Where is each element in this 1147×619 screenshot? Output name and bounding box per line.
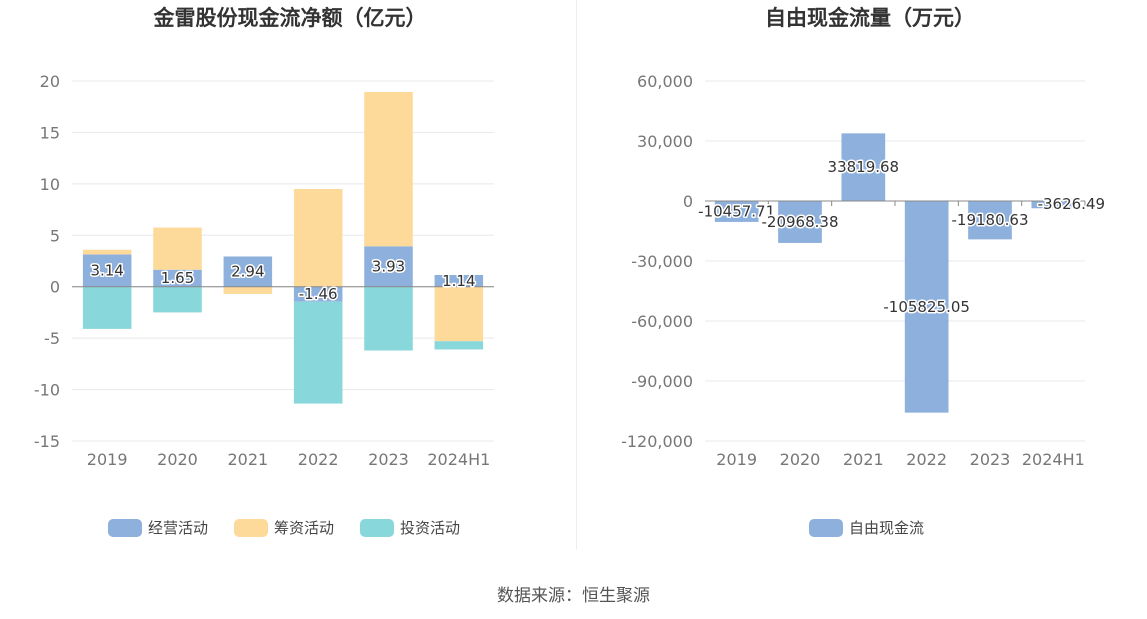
right-ytick-label-6: -120,000 xyxy=(621,432,693,451)
left-data-label-1-halo: 1.65 xyxy=(161,269,194,287)
right-ytick-label-2: 0 xyxy=(683,192,693,211)
right-xtick-label-1: 2020 xyxy=(780,450,821,469)
left-xtick-label-3: 2022 xyxy=(298,450,339,469)
left-xtick-label-1: 2020 xyxy=(157,450,198,469)
left-bar-0-2 xyxy=(223,256,273,287)
right-bar-3 xyxy=(904,201,949,413)
right-data-label-2: 33819.68 xyxy=(828,158,900,176)
right-legend-swatch-0 xyxy=(809,519,843,537)
right-bar-4 xyxy=(968,201,1012,240)
left-bar-0-0 xyxy=(82,254,132,287)
right-data-label-5-halo: -3626.49 xyxy=(1038,195,1105,213)
data-source-note: 数据来源：恒生聚源 xyxy=(497,586,650,606)
left-bar-1-5 xyxy=(434,286,484,342)
right-data-label-3: -105825.05 xyxy=(883,298,970,316)
left-bar-1-0 xyxy=(82,249,132,255)
right-xtick-label-5: 2024H1 xyxy=(1022,450,1085,469)
left-data-label-0-halo: 3.14 xyxy=(90,262,123,280)
right-xtick-label-0: 2019 xyxy=(716,450,757,469)
left-legend-label-1: 筹资活动 xyxy=(274,519,334,537)
right-xtick-label-2: 2021 xyxy=(843,450,884,469)
left-xtick-label-5: 2024H1 xyxy=(427,450,490,469)
right-data-label-4: -19180.63 xyxy=(952,211,1029,229)
left-xtick-label-0: 2019 xyxy=(87,450,128,469)
left-bar-0-1 xyxy=(153,269,202,287)
left-data-label-3: -1.46 xyxy=(299,285,338,303)
left-data-label-2: 2.94 xyxy=(231,263,264,281)
right-chart-title: 自由现金流量（万元） xyxy=(765,6,975,30)
left-ytick-label-7: -15 xyxy=(34,432,60,451)
left-data-label-3-halo: -1.46 xyxy=(299,285,338,303)
left-data-label-4: 3.93 xyxy=(372,258,405,276)
left-bar-2-1 xyxy=(153,286,202,313)
left-bar-1-3 xyxy=(293,189,343,287)
left-ytick-label-5: -5 xyxy=(44,329,60,348)
left-bar-0-5 xyxy=(434,274,484,287)
left-xtick-label-4: 2023 xyxy=(368,450,409,469)
right-ytick-label-1: 30,000 xyxy=(637,132,693,151)
right-legend-label-0: 自由现金流 xyxy=(849,519,924,537)
left-ytick-label-4: 0 xyxy=(50,278,60,297)
right-ytick-label-5: -90,000 xyxy=(631,372,693,391)
left-ytick-label-2: 10 xyxy=(40,175,60,194)
right-data-label-0: -10457.71 xyxy=(698,202,775,220)
right-data-label-2-halo: 33819.68 xyxy=(828,158,900,176)
right-ytick-label-0: 60,000 xyxy=(637,72,693,91)
left-bar-2-0 xyxy=(82,286,132,329)
chart-divider xyxy=(576,0,577,550)
right-ytick-label-3: -30,000 xyxy=(631,252,693,271)
right-data-label-0-halo: -10457.71 xyxy=(698,202,775,220)
left-data-label-0: 3.14 xyxy=(90,262,123,280)
left-legend-label-2: 投资活动 xyxy=(400,519,460,537)
right-bar-2 xyxy=(841,133,886,201)
right-xtick-label-4: 2023 xyxy=(970,450,1011,469)
left-ytick-label-6: -10 xyxy=(34,381,60,400)
right-data-label-4-halo: -19180.63 xyxy=(952,211,1029,229)
right-ytick-label-4: -60,000 xyxy=(631,312,693,331)
left-data-label-5: 1.14 xyxy=(442,272,475,290)
right-data-label-1-halo: -20968.38 xyxy=(762,213,839,231)
left-bar-1-2 xyxy=(223,286,273,294)
right-data-label-1: -20968.38 xyxy=(762,213,839,231)
right-bar-5 xyxy=(1031,201,1076,209)
left-ytick-label-3: 5 xyxy=(50,226,60,245)
left-bar-2-5 xyxy=(434,341,484,350)
left-legend-swatch-2 xyxy=(360,519,394,537)
left-bar-2-3 xyxy=(293,301,343,404)
right-bar-1 xyxy=(778,201,822,243)
left-chart-title: 金雷股份现金流净额（亿元） xyxy=(153,6,427,30)
left-legend-swatch-0 xyxy=(108,519,142,537)
left-data-label-5-halo: 1.14 xyxy=(442,272,475,290)
left-bar-1-1 xyxy=(153,227,202,270)
left-legend-label-0: 经营活动 xyxy=(148,519,208,537)
left-bar-0-3 xyxy=(293,286,343,302)
left-bar-0-4 xyxy=(364,246,413,287)
right-data-label-5: -3626.49 xyxy=(1038,195,1105,213)
left-legend-swatch-1 xyxy=(234,519,268,537)
right-bar-0 xyxy=(714,201,759,222)
left-xtick-label-2: 2021 xyxy=(227,450,268,469)
left-bar-2-4 xyxy=(364,286,413,351)
left-bar-1-4 xyxy=(364,92,413,247)
left-data-label-1: 1.65 xyxy=(161,269,194,287)
left-ytick-label-0: 20 xyxy=(40,72,60,91)
left-ytick-label-1: 15 xyxy=(40,123,60,142)
left-data-label-4-halo: 3.93 xyxy=(372,258,405,276)
left-data-label-2-halo: 2.94 xyxy=(231,263,264,281)
right-data-label-3-halo: -105825.05 xyxy=(883,298,970,316)
right-xtick-label-3: 2022 xyxy=(906,450,947,469)
